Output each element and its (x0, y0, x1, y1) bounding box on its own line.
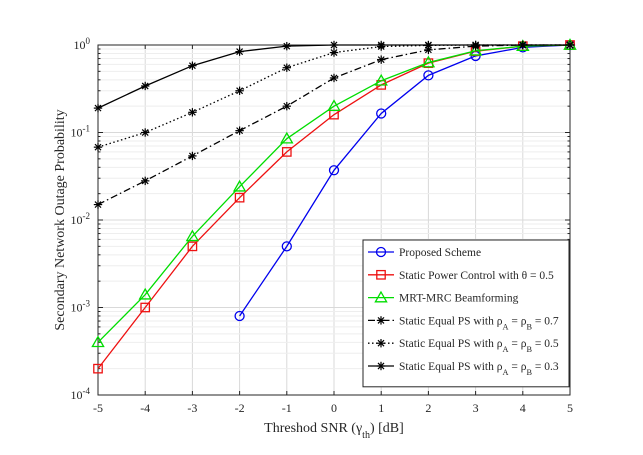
data-point (235, 86, 244, 95)
data-point (282, 63, 291, 72)
legend-label: MRT-MRC Beamforming (399, 293, 519, 305)
data-point (185, 229, 200, 242)
data-point (235, 47, 244, 56)
data-point (141, 128, 150, 137)
data-point (93, 363, 103, 374)
data-point (468, 43, 483, 56)
x-tick-label: 0 (331, 401, 337, 415)
legend-item: Static Equal PS with ρA = ρB = 0.7 (368, 315, 559, 331)
legend-item: Static Equal PS with ρA = ρB = 0.3 (368, 361, 559, 377)
legend-label: Static Equal PS with ρA = ρB = 0.5 (399, 338, 559, 354)
x-tick-label: 5 (567, 401, 573, 415)
legend-marker (375, 246, 387, 258)
data-point (188, 61, 197, 70)
data-point (138, 287, 152, 300)
legend-label: Static Equal PS with ρA = ρB = 0.3 (399, 361, 559, 377)
y-tick-label: 100 (74, 36, 91, 52)
x-tick-label: 3 (473, 401, 479, 415)
data-point (518, 40, 527, 50)
data-point (93, 200, 103, 209)
legend-item: Static Equal PS with ρA = ρB = 0.5 (368, 338, 559, 354)
data-point (141, 81, 150, 91)
data-point (327, 99, 341, 112)
legend-label: Proposed Scheme (399, 247, 481, 259)
x-axis-label: Threshod SNR (γth) [dB] (264, 421, 404, 441)
data-point (234, 192, 245, 203)
data-point (376, 108, 387, 119)
x-tick-label: -5 (93, 401, 103, 415)
data-point (93, 142, 103, 152)
series-6 (93, 40, 575, 113)
data-point (93, 103, 103, 113)
y-axis-label: Secondary Network Outage Probability (53, 109, 68, 330)
data-point (424, 40, 433, 50)
x-tick-label: -1 (282, 401, 292, 415)
data-point (471, 40, 480, 50)
data-point (377, 40, 386, 50)
legend-marker (376, 316, 386, 325)
legend-label: Static Power Control with θ = 0.5 (399, 270, 554, 282)
data-point (281, 241, 292, 252)
x-tick-label: -3 (187, 401, 197, 415)
legend-marker (374, 290, 388, 303)
legend-box (362, 239, 570, 388)
data-point (91, 335, 105, 348)
legend-label: Static Equal PS with ρA = ρB = 0.7 (399, 315, 559, 331)
data-point (421, 55, 436, 68)
data-point (329, 73, 339, 83)
x-tick-label: 4 (520, 401, 526, 415)
legend-marker (376, 339, 386, 348)
data-point (282, 41, 291, 51)
data-point (377, 55, 386, 64)
series-layer (91, 38, 577, 374)
data-point (328, 165, 340, 176)
data-point (329, 48, 339, 57)
x-tick-label: -2 (235, 401, 245, 415)
legend-marker (376, 361, 386, 371)
data-point (282, 101, 291, 111)
legend-item: MRT-MRC Beamforming (368, 290, 519, 305)
data-point (281, 147, 292, 157)
series-line (239, 44, 571, 317)
x-tick-label: -4 (140, 401, 150, 415)
y-tick-label: 10-4 (71, 386, 91, 402)
legend-marker (376, 269, 386, 280)
data-point (141, 176, 150, 186)
series-line (97, 44, 571, 343)
legend-item: Static Power Control with θ = 0.5 (368, 270, 554, 282)
y-tick-label: 10-3 (71, 299, 91, 315)
data-point (565, 40, 575, 50)
x-tick-label: 2 (425, 401, 431, 415)
data-point (235, 126, 244, 135)
data-point (187, 241, 198, 252)
legend: Proposed Scheme Static Power Control with… (362, 239, 570, 388)
x-tick-label: 1 (378, 401, 384, 415)
data-point (188, 151, 197, 161)
data-point (232, 179, 247, 192)
y-tick-label: 10-1 (71, 124, 91, 140)
y-tick-label: 10-2 (71, 211, 91, 227)
data-point (374, 73, 388, 86)
data-point (140, 302, 151, 313)
data-point (423, 70, 434, 81)
data-point (188, 108, 197, 117)
data-point (329, 40, 339, 50)
series-3 (91, 38, 577, 348)
data-point (280, 131, 294, 144)
data-point (234, 310, 245, 322)
legend-item: Proposed Scheme (368, 246, 481, 259)
